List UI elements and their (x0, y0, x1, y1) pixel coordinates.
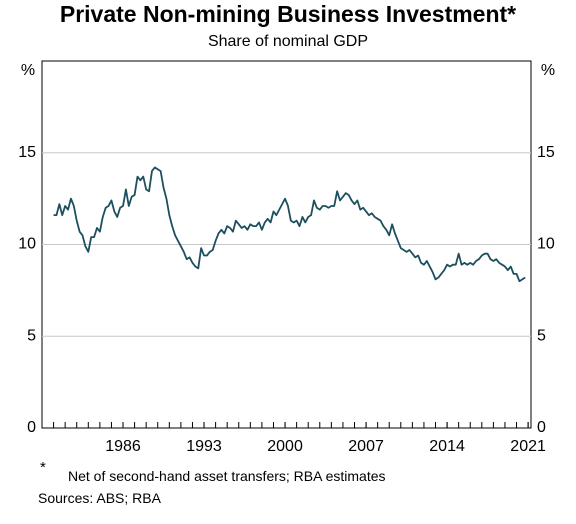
y2-tick-label: 5 (537, 327, 546, 344)
chart-subtitle: Share of nominal GDP (208, 33, 368, 50)
x-tick-label: 1986 (105, 438, 141, 455)
x-tick-label: 2007 (348, 438, 384, 455)
y2-tick-label: 15 (537, 144, 555, 161)
data-line (53, 166, 526, 283)
y-tick-label: 15 (18, 144, 36, 161)
y2-tick-label: 0 (537, 419, 546, 436)
chart-title: Private Non-mining Business Investment* (60, 1, 516, 27)
x-tick-label: 1993 (186, 438, 222, 455)
footnote: Net of second-hand asset transfers; RBA … (68, 468, 386, 484)
y2-unit: % (541, 62, 555, 79)
x-tick-label: 2000 (267, 438, 303, 455)
y2-tick-label: 10 (537, 236, 555, 253)
x-tick-label: 2021 (510, 438, 546, 455)
footnote-marker: * (40, 459, 46, 476)
y-unit: % (21, 62, 35, 79)
x-tick-label: 2014 (429, 438, 465, 455)
y-tick-label: 0 (27, 419, 36, 436)
y-tick-label: 5 (27, 327, 36, 344)
sources: Sources: ABS; RBA (38, 490, 162, 506)
y-tick-label: 10 (18, 236, 36, 253)
